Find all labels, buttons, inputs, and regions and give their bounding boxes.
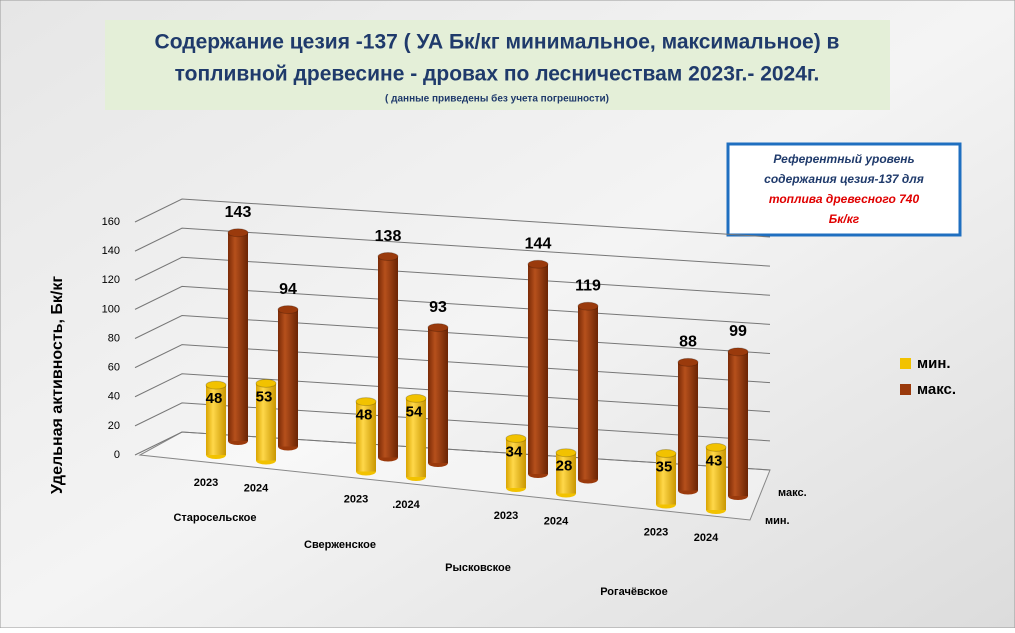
bar <box>278 309 298 447</box>
bar-cap <box>205 380 227 390</box>
bar <box>528 264 548 474</box>
bar <box>678 362 698 491</box>
bar-cap <box>277 305 299 315</box>
bar <box>506 438 526 488</box>
value-label: 144 <box>525 236 552 253</box>
chart-title: топливной древесине - дровах по лесничес… <box>175 63 820 86</box>
value-label: 119 <box>575 277 601 294</box>
x-tick-label: 2024 <box>694 532 719 544</box>
bar <box>556 452 576 494</box>
bar <box>206 385 226 455</box>
grid-line <box>134 198 771 238</box>
value-label: 88 <box>679 334 697 351</box>
value-label: 53 <box>256 388 273 405</box>
y-tick-label: 40 <box>108 391 120 403</box>
x-tick-label: 2023 <box>344 493 368 505</box>
bar <box>578 306 598 480</box>
legend-label: мин. <box>917 355 951 372</box>
bar-cap <box>505 433 527 443</box>
legend-swatch <box>900 358 911 369</box>
grid-line <box>134 227 771 267</box>
bar-cap <box>555 448 577 458</box>
group-label: Сверженское <box>304 539 376 551</box>
y-tick-label: 100 <box>102 303 120 315</box>
bar-cap <box>577 301 599 311</box>
x-tick-label: 2023 <box>644 526 668 538</box>
y-tick-label: 60 <box>108 362 120 374</box>
value-label: 34 <box>506 443 523 460</box>
title-box <box>105 20 890 110</box>
bar-cap <box>405 393 427 403</box>
bar-cap <box>677 357 699 367</box>
bar-cap <box>655 449 677 459</box>
depth-label: макс. <box>778 487 807 499</box>
bar <box>256 383 276 461</box>
value-label: 43 <box>706 452 723 469</box>
bar <box>406 398 426 477</box>
bar-cap <box>227 228 249 238</box>
bar-cap <box>727 347 749 357</box>
value-label: 48 <box>206 390 223 407</box>
y-tick-label: 80 <box>108 332 120 344</box>
legend-swatch <box>900 384 911 395</box>
bar-cap <box>355 397 377 407</box>
grid-line <box>134 314 771 354</box>
x-tick-label: 2023 <box>494 510 518 522</box>
x-tick-label: 2024 <box>244 482 269 494</box>
annotation-box <box>726 142 962 237</box>
annotation: содержания цезия-137 для <box>764 172 924 186</box>
group-label: Старосельское <box>173 512 256 524</box>
grid-line <box>134 344 771 384</box>
grid-line <box>134 285 771 325</box>
group-label: Рогачёвское <box>600 586 668 598</box>
bar <box>228 232 248 441</box>
x-tick-label: 2024 <box>544 515 569 527</box>
value-label: 94 <box>279 281 297 298</box>
bar-cap <box>377 252 399 262</box>
bar <box>356 401 376 472</box>
x-tick-label: .2024 <box>392 499 420 511</box>
bar-cap <box>527 259 549 269</box>
bar <box>656 453 676 505</box>
y-tick-label: 120 <box>102 274 120 286</box>
chart-title: Содержание цезия -137 ( УА Бк/кг минимал… <box>155 31 840 54</box>
grid-line <box>134 402 771 442</box>
depth-label: мин. <box>765 515 790 527</box>
legend-label: макс. <box>917 381 956 398</box>
bar <box>428 327 448 463</box>
value-label: 99 <box>729 323 747 340</box>
group-label: Рысковское <box>445 562 511 574</box>
value-label: 54 <box>406 403 423 420</box>
y-tick-label: 20 <box>108 420 120 432</box>
bar <box>728 351 748 496</box>
chart-subtitle: ( данные приведены без учета погрешности… <box>385 93 609 105</box>
value-label: 35 <box>656 459 673 476</box>
value-label: 93 <box>429 299 447 316</box>
annotation: Референтный уровень <box>773 152 914 166</box>
value-label: 138 <box>375 228 402 245</box>
y-tick-label: 160 <box>102 216 120 228</box>
value-label: 48 <box>356 407 373 424</box>
bar-cap <box>427 323 449 333</box>
bar <box>378 256 398 458</box>
x-tick-label: 2023 <box>194 477 218 489</box>
grid-line <box>134 256 771 296</box>
value-label: 143 <box>225 204 252 221</box>
annotation-highlight: топлива древесного 740 <box>769 192 920 206</box>
bar-cap <box>705 442 727 452</box>
bar-cap <box>255 378 277 388</box>
y-tick-label: 0 <box>114 449 120 461</box>
grid-line <box>134 373 771 413</box>
annotation-highlight: Бк/кг <box>829 212 860 226</box>
bar <box>706 447 726 510</box>
y-tick-label: 140 <box>102 245 120 257</box>
value-label: 28 <box>556 458 573 475</box>
y-axis-title: Удельная активность, Бк/кг <box>49 276 66 494</box>
